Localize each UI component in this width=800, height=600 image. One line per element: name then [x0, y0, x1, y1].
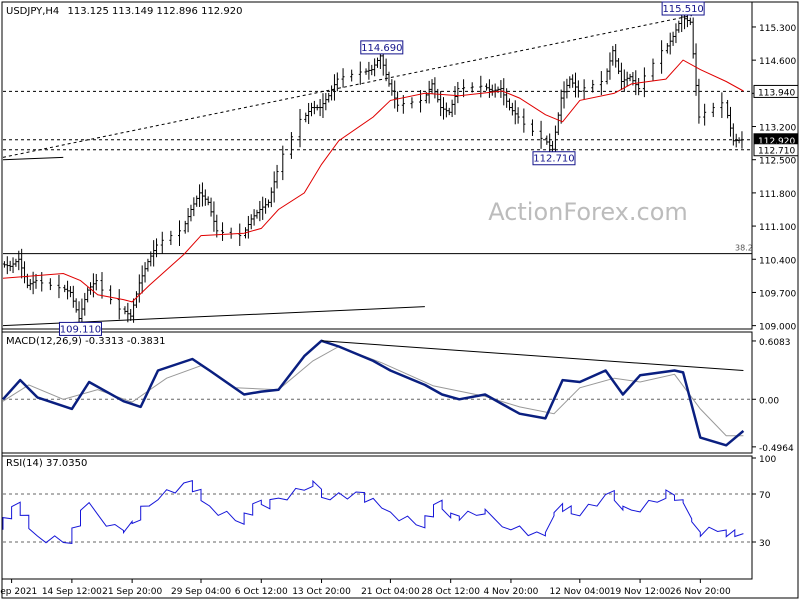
macd-signal-line [2, 345, 744, 437]
x-tick-label: 21 Sep 20:00 [102, 587, 162, 597]
x-tick-label: 12 Nov 04:00 [549, 587, 610, 597]
price-panel: 115.300114.600113.900113.200112.500111.8… [2, 1, 799, 336]
price-axis-tick-label: 111.100 [759, 223, 796, 233]
macd-axis-tick-label: 0.00 [759, 396, 779, 406]
rsi-axis-tick-label: 30 [759, 539, 771, 549]
x-tick-label: 6 Oct 12:00 [235, 587, 288, 597]
rsi-axis-tick-label: 70 [759, 491, 771, 501]
level-tag-label: 112.710 [758, 147, 795, 157]
macd-panel-label: MACD(12,26,9) -0.3313 -0.3831 [6, 336, 166, 347]
moving-average-line [2, 59, 744, 303]
price-axis-tick-label: 112.500 [759, 157, 796, 167]
price-axis-tick-label: 115.300 [759, 24, 796, 34]
fibonacci-level-label: 38.2 [735, 244, 753, 253]
x-tick-label: 19 Nov 12:00 [610, 587, 671, 597]
x-tick-label: 28 Oct 12:00 [421, 587, 480, 597]
price-axis-tick-label: 109.700 [759, 289, 796, 299]
level-tag-label: 113.940 [758, 88, 795, 98]
ohlc-label: 113.125 113.149 112.896 112.920 [67, 6, 242, 17]
rsi-panel: 100 70 30 [2, 455, 776, 549]
price-callout-label: 112.710 [533, 154, 574, 165]
price-axis-tick-label: 114.600 [759, 57, 796, 67]
price-axis-tick-label: 109.000 [759, 323, 796, 333]
price-axis-tick-label: 113.200 [759, 124, 796, 134]
x-tick-label: 21 Oct 04:00 [361, 587, 420, 597]
symbol-label: USDJPY,H4 [6, 6, 59, 17]
x-tick-label: 13 Oct 20:00 [292, 587, 351, 597]
price-callout-box [661, 1, 705, 16]
macd-trendline [321, 340, 744, 372]
price-axis-tick-label: 110.400 [759, 256, 796, 266]
level-tag-label: 112.920 [758, 137, 795, 147]
macd-panel: 0.6083 0.00 -0.4964 [2, 338, 794, 454]
x-tick-label: 4 Nov 20:00 [483, 587, 538, 597]
macd-axis-tick-label: 0.6083 [759, 338, 791, 348]
macd-line [2, 339, 745, 447]
price-callout-label: 114.690 [361, 43, 402, 54]
rsi-panel-label: RSI(14) 37.0350 [6, 458, 87, 469]
price-callout-label: 115.510 [662, 4, 703, 15]
x-tick-label: 26 Nov 20:00 [670, 587, 731, 597]
level-tag-box [753, 84, 799, 98]
price-callout-box [532, 151, 576, 166]
price-callout-label: 109.110 [60, 324, 101, 335]
x-tick-label: 7 Sep 2021 [0, 587, 37, 597]
price-callout-box [360, 40, 404, 55]
watermark-text: ActionForex.com [488, 198, 688, 226]
rsi-axis-tick-label: 100 [759, 455, 776, 465]
trendline [2, 156, 64, 161]
price-axis-tick-label: 111.800 [759, 190, 796, 200]
x-tick-label: 14 Sep 12:00 [42, 587, 102, 597]
x-tick-label: 29 Sep 04:00 [171, 587, 231, 597]
macd-axis-tick-label: -0.4964 [759, 444, 794, 454]
level-tag-box [753, 143, 799, 157]
price-panel-label: USDJPY,H4 113.125 113.149 112.896 112.92… [6, 6, 242, 17]
price-callout-box [58, 321, 102, 336]
rsi-line [2, 479, 744, 544]
